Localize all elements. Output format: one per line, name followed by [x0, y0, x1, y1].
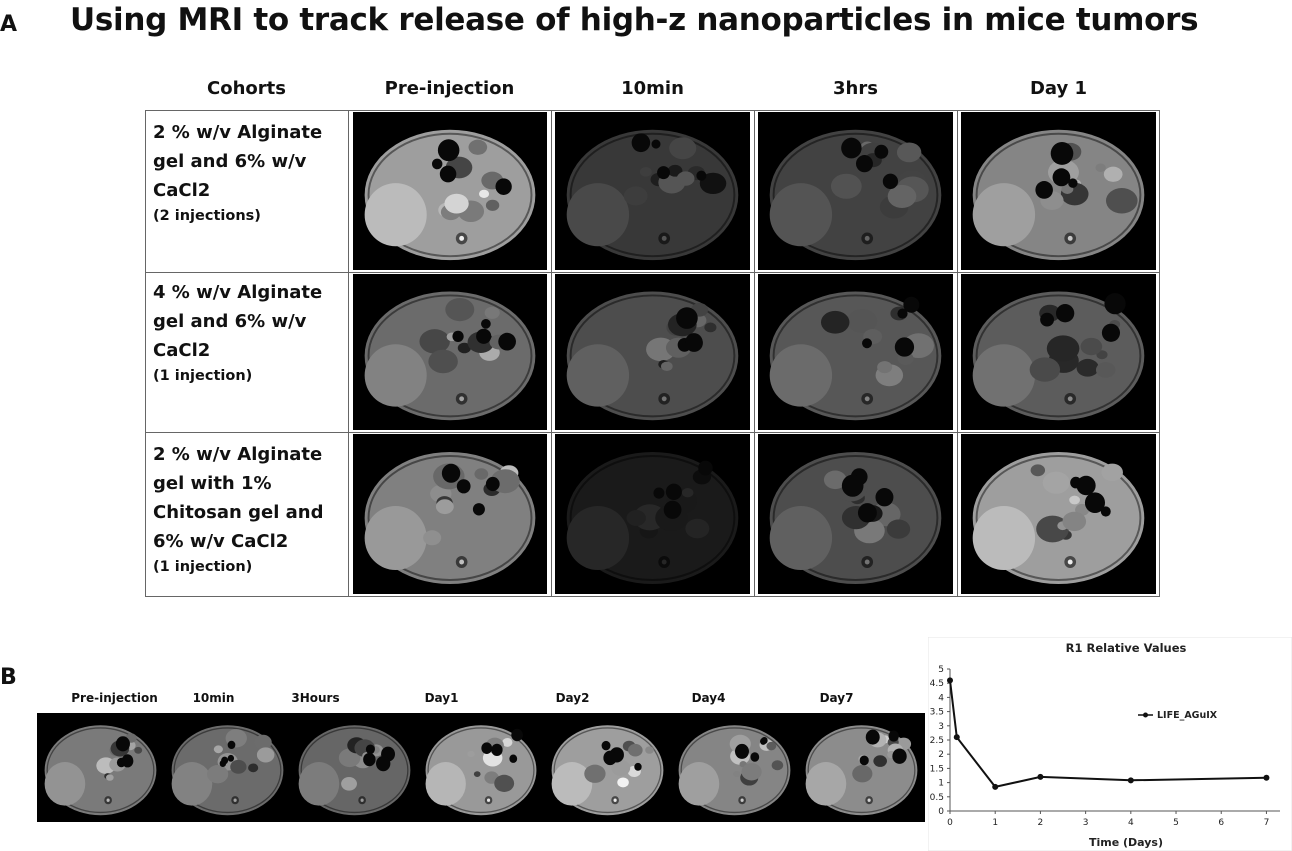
grid-line: [551, 110, 552, 597]
grid-line: [145, 110, 146, 597]
cohort-line: gel and 6% w/v: [153, 311, 307, 332]
mri-image: [555, 112, 750, 270]
timepoint-label: Day4: [691, 691, 726, 705]
chart-title: R1 Relative Values: [1066, 641, 1187, 655]
mri-strip-image: [798, 713, 925, 822]
grid-line: [145, 596, 1160, 597]
y-tick-label: 3: [938, 722, 944, 732]
r1-chart-svg: R1 Relative Values Time (Days) LIFE_AGuI…: [928, 637, 1292, 851]
mri-image: [961, 434, 1156, 594]
mri-image: [758, 112, 953, 270]
data-point: [947, 677, 953, 684]
cohort-line: gel and 6% w/v: [153, 151, 307, 172]
cohort-note: (2 injections): [153, 208, 261, 224]
mri-image: [555, 434, 750, 594]
y-tick-label: 2: [938, 750, 944, 760]
y-tick-label: 5: [938, 665, 944, 675]
cohort-line: 4 % w/v Alginate: [153, 282, 323, 303]
grid-line: [1159, 110, 1160, 597]
data-point: [1037, 773, 1044, 780]
x-tick-label: 3: [1083, 818, 1089, 828]
x-tick-label: 7: [1264, 818, 1270, 828]
cohort-note: (1 injection): [153, 368, 253, 384]
cohort-label-row-1: 2 % w/v Alginate gel and 6% w/v CaCl2 (2…: [153, 118, 348, 227]
y-tick-label: 1: [938, 779, 944, 789]
timepoint-label: Day7: [819, 691, 854, 705]
grid-line: [957, 110, 958, 597]
panel-b-label: B: [0, 665, 17, 690]
y-tick-label: 0: [938, 807, 944, 817]
mri-image: [961, 274, 1156, 430]
cohort-line: Chitosan gel and: [153, 502, 324, 523]
panel-a-label: A: [0, 12, 18, 37]
chart-series: [947, 677, 1270, 790]
x-tick-label: 6: [1218, 818, 1224, 828]
mri-image: [353, 434, 547, 594]
cohort-line: CaCl2: [153, 180, 211, 201]
mri-strip: [37, 713, 925, 822]
timepoint-label: 10min: [192, 691, 235, 705]
x-tick-label: 4: [1128, 818, 1134, 828]
panel-a-table: Cohorts Pre-injection 10min 3hrs Day 1 2…: [145, 72, 1160, 597]
data-point: [1127, 777, 1134, 784]
legend-marker: [1143, 712, 1148, 718]
figure-title: Using MRI to track release of high-z nan…: [70, 2, 1199, 38]
mri-strip-image: [291, 713, 418, 822]
x-tick-label: 0: [947, 818, 953, 828]
mri-image: [353, 274, 547, 430]
y-tick-label: 2.5: [930, 736, 944, 746]
cohort-label-row-2: 4 % w/v Alginate gel and 6% w/v CaCl2 (1…: [153, 278, 348, 387]
x-axis-label: Time (Days): [1089, 836, 1163, 849]
timepoint-label: 3Hours: [291, 691, 340, 705]
mri-strip-image: [418, 713, 544, 822]
grid-line: [145, 110, 1160, 111]
mri-image: [961, 112, 1156, 270]
y-tick-label: 4.5: [930, 679, 944, 689]
chart-frame: [928, 637, 1292, 851]
data-point: [953, 734, 960, 741]
y-tick-label: 3.5: [930, 708, 944, 718]
cohort-line: 2 % w/v Alginate: [153, 122, 323, 143]
mri-image: [555, 274, 750, 430]
cohort-line: 2 % w/v Alginate: [153, 444, 323, 465]
grid-line: [754, 110, 755, 597]
mri-strip-image: [671, 713, 798, 822]
mri-strip-image: [544, 713, 671, 822]
grid-line: [145, 272, 1160, 273]
column-header-10min: 10min: [621, 78, 684, 99]
x-tick-label: 1: [992, 818, 998, 828]
column-header-pre-injection: Pre-injection: [384, 78, 515, 99]
timepoint-label: Pre-injection: [71, 691, 158, 705]
x-tick-label: 2: [1038, 818, 1044, 828]
cohort-line: gel with 1%: [153, 473, 272, 494]
timepoint-label: Day1: [424, 691, 459, 705]
column-header-cohorts: Cohorts: [207, 78, 286, 99]
cohort-label-row-3: 2 % w/v Alginate gel with 1% Chitosan ge…: [153, 440, 348, 578]
legend-label: LIFE_AGuIX: [1157, 710, 1218, 721]
timepoint-label: Day2: [555, 691, 590, 705]
grid-line: [348, 110, 349, 597]
y-tick-label: 1.5: [930, 764, 944, 774]
mri-image: [353, 112, 547, 270]
mri-image: [758, 274, 953, 430]
mri-image: [758, 434, 953, 594]
cohort-note: (1 injection): [153, 559, 253, 575]
data-point: [992, 783, 999, 790]
cohort-line: CaCl2: [153, 340, 211, 361]
x-tick-label: 5: [1173, 818, 1179, 828]
column-header-3hrs: 3hrs: [833, 78, 878, 99]
grid-line: [145, 432, 1160, 433]
column-header-day1: Day 1: [1029, 78, 1088, 99]
data-point: [1263, 774, 1270, 781]
series-line: [949, 680, 1267, 789]
y-tick-label: 4: [938, 693, 944, 703]
mri-strip-image: [37, 713, 164, 822]
chart-axes: 0 0.5 1 1.5 2 2.5 3 3.5 4 4.5 5 0 1 2 3 4 5 6 7: [930, 665, 1280, 828]
cohort-line: 6% w/v CaCl2: [153, 531, 289, 552]
mri-strip-image: [164, 713, 291, 822]
y-tick-label: 0.5: [930, 793, 944, 803]
r1-chart: R1 Relative Values Time (Days) LIFE_AGuI…: [928, 637, 1292, 851]
